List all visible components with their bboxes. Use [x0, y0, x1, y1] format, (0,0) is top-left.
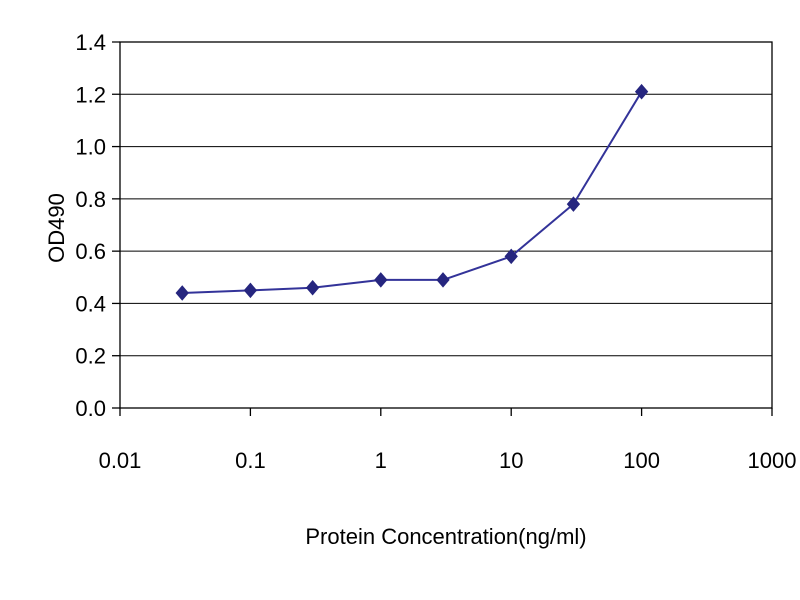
data-point-marker — [243, 282, 258, 299]
data-point-marker — [634, 83, 649, 100]
y-axis-title: OD490 — [44, 193, 69, 263]
plot-border — [119, 41, 773, 409]
y-tick-label: 1.0 — [75, 135, 106, 160]
x-axis-title: Protein Concentration(ng/ml) — [305, 524, 587, 549]
data-point-marker — [566, 196, 581, 212]
data-line — [182, 91, 643, 294]
data-point-marker — [504, 248, 518, 265]
y-tick-label: 1.4 — [75, 30, 106, 55]
x-tick-label: 100 — [623, 448, 660, 473]
data-point-marker — [374, 272, 388, 288]
x-tick-label: 0.01 — [99, 448, 142, 473]
y-tick-label: 1.2 — [75, 82, 106, 107]
data-point-marker — [436, 272, 450, 288]
x-tick-label: 1000 — [748, 448, 797, 473]
y-tick-label: 0.0 — [75, 396, 106, 421]
data-point-marker — [305, 279, 320, 296]
x-tick-label: 10 — [499, 448, 523, 473]
data-point-marker — [175, 285, 189, 301]
y-tick-label: 0.6 — [75, 239, 106, 264]
x-tick-label: 0.1 — [235, 448, 266, 473]
y-tick-label: 0.8 — [75, 187, 106, 212]
x-tick-label: 1 — [375, 448, 387, 473]
y-tick-label: 0.4 — [75, 291, 106, 316]
y-tick-label: 0.2 — [75, 344, 106, 369]
